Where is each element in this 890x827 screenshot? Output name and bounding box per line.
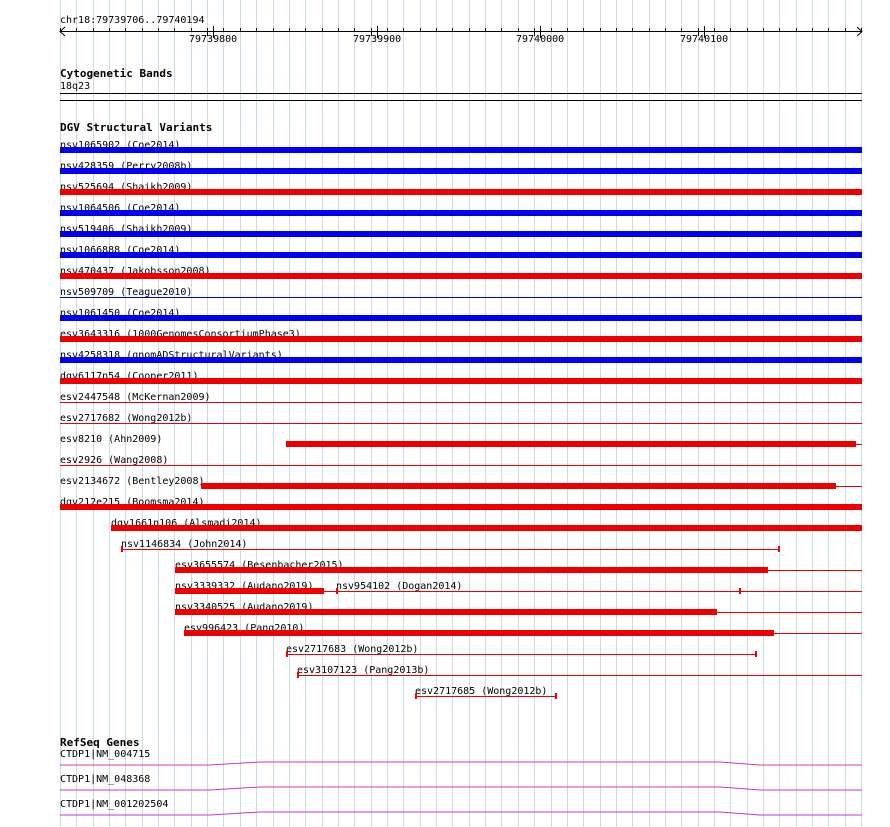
- variant-end-tick: [297, 672, 299, 678]
- ruler-tick-label: 79739800: [189, 34, 238, 45]
- variant-end-tick: [755, 651, 757, 657]
- variant-label[interactable]: nsv1061450 (Coe2014): [60, 308, 181, 319]
- variant-bar[interactable]: [60, 336, 862, 342]
- cytoband-track-title[interactable]: Cytogenetic Bands: [60, 67, 173, 80]
- variant-end-tick: [286, 651, 288, 657]
- variant-bar[interactable]: [415, 696, 557, 697]
- variant-bar[interactable]: [60, 189, 862, 195]
- refseq-track-title[interactable]: RefSeq Genes: [60, 736, 140, 749]
- ruler-tick-label: 79739900: [353, 34, 402, 45]
- variant-bar[interactable]: [60, 504, 862, 510]
- variant-end-tick: [739, 588, 741, 594]
- variant-label[interactable]: nsv1066888 (Coe2014): [60, 245, 181, 256]
- variant-bar[interactable]: [121, 549, 780, 550]
- variant-label[interactable]: esv3643316 (1000GenomesConsortiumPhase3): [60, 329, 301, 340]
- variant-bar[interactable]: [60, 147, 862, 153]
- variant-bar[interactable]: [286, 441, 856, 447]
- variant-bar[interactable]: [175, 609, 717, 615]
- cytoband-separator: [60, 100, 862, 101]
- variant-label[interactable]: esv3107123 (Pang2013b): [297, 665, 430, 676]
- variant-label[interactable]: esv2717682 (Wong2012b): [60, 413, 193, 424]
- variant-label[interactable]: nsv470437 (Jakobsson2008): [60, 266, 211, 277]
- variant-label[interactable]: esv2926 (Wang2008): [60, 455, 169, 466]
- ruler-tick-label: 79740000: [516, 34, 565, 45]
- variant-end-tick: [555, 693, 557, 699]
- variant-end-tick: [415, 693, 417, 699]
- variant-label[interactable]: nsv3339332 (Audano2019): [175, 581, 314, 592]
- variant-label[interactable]: nsv3340525 (Audano2019): [175, 602, 314, 613]
- variant-bar[interactable]: [60, 252, 862, 258]
- variant-label[interactable]: nsv509709 (Teague2010): [60, 287, 193, 298]
- gene-model[interactable]: [60, 761, 862, 766]
- variant-bar[interactable]: [60, 315, 862, 321]
- variant-bar[interactable]: [111, 525, 862, 531]
- variant-bar[interactable]: [175, 567, 768, 573]
- variant-bar[interactable]: [201, 483, 836, 489]
- variant-bar[interactable]: [60, 210, 862, 216]
- variant-label[interactable]: dgv212e215 (Boomsma2014): [60, 497, 205, 508]
- variant-bar[interactable]: [60, 297, 862, 298]
- variant-bar[interactable]: [336, 591, 741, 592]
- gene-label[interactable]: CTDP1|NM_048368: [60, 774, 150, 785]
- variant-end-tick: [121, 546, 123, 552]
- variant-end-tick: [778, 546, 780, 552]
- cytoband-band[interactable]: [60, 93, 862, 94]
- variant-bar[interactable]: [60, 378, 862, 384]
- variant-label[interactable]: nsv1064506 (Coe2014): [60, 203, 181, 214]
- variant-label[interactable]: dgv6117n54 (Cooper2011): [60, 371, 199, 382]
- variant-label[interactable]: nsv428359 (Perry2008b): [60, 161, 193, 172]
- variant-bar[interactable]: [60, 231, 862, 237]
- variant-label[interactable]: nsv1146834 (John2014): [121, 539, 248, 550]
- variant-label[interactable]: esv3655574 (Besenbacher2015): [175, 560, 344, 571]
- dgv-track-title[interactable]: DGV Structural Variants: [60, 121, 213, 134]
- variant-bar[interactable]: [184, 630, 774, 636]
- variant-label[interactable]: nsv4258318 (gnomADStructuralVariants): [60, 350, 283, 361]
- ruler-axis: [59, 26, 863, 38]
- variant-end-tick: [336, 588, 338, 594]
- gene-label[interactable]: CTDP1|NM_001202504: [60, 799, 168, 810]
- variant-bar[interactable]: [60, 273, 862, 279]
- variant-bar[interactable]: [60, 402, 862, 403]
- variant-label[interactable]: nsv525694 (Shaikh2009): [60, 182, 193, 193]
- variant-label[interactable]: dgv1661n106 (Alsmadi2014): [111, 518, 262, 529]
- variant-bar[interactable]: [60, 168, 862, 174]
- variant-bar[interactable]: [297, 675, 862, 676]
- variant-label[interactable]: nsv1065902 (Coe2014): [60, 140, 181, 151]
- variant-bar[interactable]: [175, 588, 324, 594]
- variant-label[interactable]: nsv519406 (Shaikh2009): [60, 224, 193, 235]
- variant-label[interactable]: esv2134672 (Bentley2008): [60, 476, 205, 487]
- variant-label[interactable]: esv8210 (Ahn2009): [60, 434, 163, 445]
- variant-label[interactable]: esv2447548 (McKernan2009): [60, 392, 211, 403]
- gene-model[interactable]: [60, 786, 862, 791]
- gene-model[interactable]: [60, 811, 862, 816]
- variant-bar[interactable]: [60, 357, 862, 363]
- variant-label[interactable]: esv2717683 (Wong2012b): [286, 644, 419, 655]
- variant-label[interactable]: nsv954102 (Dogan2014): [336, 581, 463, 592]
- variant-label[interactable]: esv2717685 (Wong2012b): [415, 686, 548, 697]
- cytoband-label: 18q23: [60, 81, 91, 92]
- gene-label[interactable]: CTDP1|NM_004715: [60, 749, 150, 760]
- ruler-tick-label: 79740100: [680, 34, 729, 45]
- variant-bar[interactable]: [60, 423, 862, 424]
- variant-bar[interactable]: [286, 654, 757, 655]
- variant-label[interactable]: esv996423 (Pang2010): [184, 623, 305, 634]
- variant-bar[interactable]: [60, 465, 862, 466]
- coordinates-label: chr18:79739706..79740194: [60, 15, 205, 26]
